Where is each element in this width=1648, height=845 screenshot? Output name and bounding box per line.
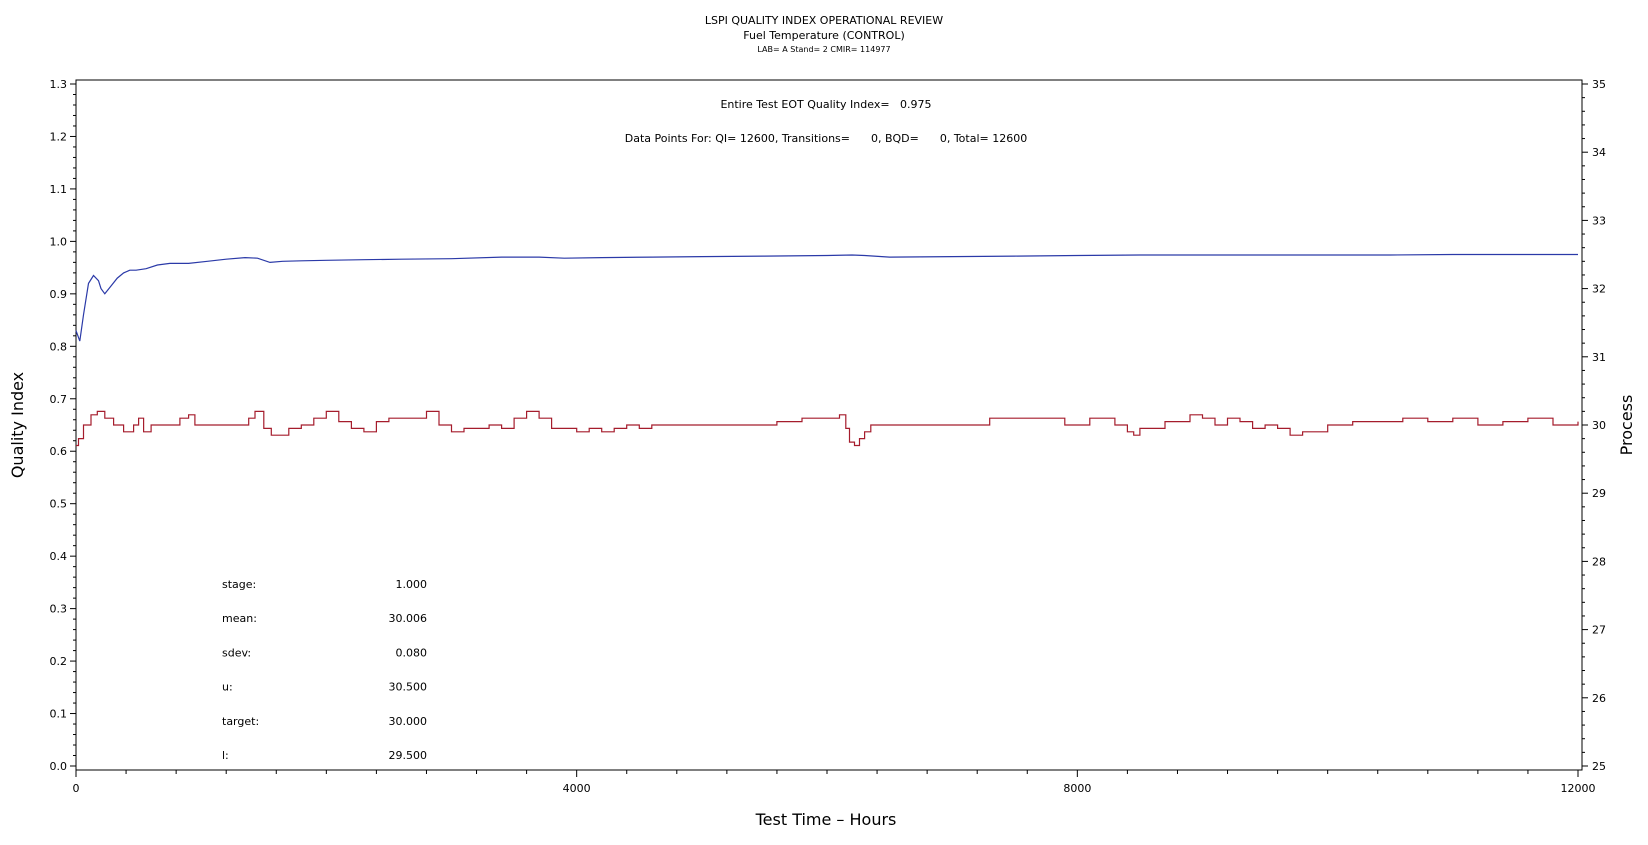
y-right-tick-label: 33 — [1592, 214, 1606, 227]
y-right-tick-label: 28 — [1592, 555, 1606, 568]
y-right-tick-label: 26 — [1592, 692, 1606, 705]
y-left-tick-label: 0.5 — [50, 498, 68, 511]
stat-label: l: — [222, 749, 229, 762]
stats-panel: stage: 1.000 mean: 30.006 sdev: 0.080 u: 30.500… — [222, 578, 427, 762]
y-left-axis: 0.0 0.1 0.2 0.3 0.4 0.5 0.6 0.7 0.8 0.9 1.0 1.1 1.2 1… — [50, 78, 76, 773]
y-right-tick-label: 32 — [1592, 283, 1606, 296]
y-left-axis-label: Quality Index — [8, 372, 27, 478]
y-left-tick-label: 0.2 — [50, 655, 68, 668]
stat-value: 1.000 — [396, 578, 428, 591]
y-right-axis: 25 26 27 28 29 30 31 32 33 34 35 — [1582, 78, 1606, 773]
chart-title: LSPI QUALITY INDEX OPERATIONAL REVIEW — [705, 14, 943, 27]
chart-subtitle: Fuel Temperature (CONTROL) — [743, 29, 905, 42]
quality-index-series-line — [75, 253, 1578, 342]
x-axis: 0 4000 8000 12000 — [73, 770, 1596, 795]
x-tick-label: 12000 — [1561, 782, 1596, 795]
stat-value: 30.500 — [389, 681, 428, 694]
y-left-tick-label: 0.0 — [50, 760, 68, 773]
chart-subtitle-2: LAB= A Stand= 2 CMIR= 114977 — [757, 45, 890, 54]
stat-label: target: — [222, 715, 259, 728]
y-left-tick-label: 0.4 — [50, 550, 68, 563]
y-right-axis-label: Process — [1617, 395, 1636, 456]
stat-value: 30.000 — [389, 715, 428, 728]
y-right-tick-label: 35 — [1592, 78, 1606, 91]
y-left-tick-label: 1.2 — [50, 130, 68, 143]
stat-value: 0.080 — [396, 646, 428, 659]
y-left-tick-label: 1.3 — [50, 78, 68, 91]
y-right-tick-label: 30 — [1592, 419, 1606, 432]
x-tick-label: 4000 — [563, 782, 591, 795]
stat-label: stage: — [222, 578, 256, 591]
stat-label: sdev: — [222, 646, 251, 659]
stat-label: u: — [222, 681, 233, 694]
stat-value: 30.006 — [389, 612, 428, 625]
y-left-tick-label: 0.6 — [50, 445, 68, 458]
y-right-tick-label: 27 — [1592, 624, 1606, 637]
y-right-tick-label: 34 — [1592, 146, 1606, 159]
y-right-tick-label: 29 — [1592, 487, 1606, 500]
y-left-tick-label: 0.7 — [50, 393, 68, 406]
annotation-data-points: Data Points For: QI= 12600, Transitions=… — [625, 132, 1027, 145]
y-left-tick-label: 0.1 — [50, 708, 68, 721]
series-layer — [75, 253, 1579, 447]
stat-label: mean: — [222, 612, 257, 625]
process-series-line — [76, 410, 1579, 447]
y-left-tick-label: 0.3 — [50, 603, 68, 616]
y-left-tick-label: 1.0 — [50, 235, 68, 248]
annotation-quality-index: Entire Test EOT Quality Index= 0.975 — [720, 98, 931, 111]
y-left-tick-label: 0.9 — [50, 288, 68, 301]
x-axis-label: Test Time – Hours — [755, 810, 897, 829]
y-right-tick-label: 25 — [1592, 760, 1606, 773]
y-right-tick-label: 31 — [1592, 351, 1606, 364]
stat-value: 29.500 — [389, 749, 428, 762]
x-tick-label: 0 — [73, 782, 80, 795]
x-tick-label: 8000 — [1063, 782, 1091, 795]
y-left-tick-label: 0.8 — [50, 340, 68, 353]
y-left-tick-label: 1.1 — [50, 183, 68, 196]
